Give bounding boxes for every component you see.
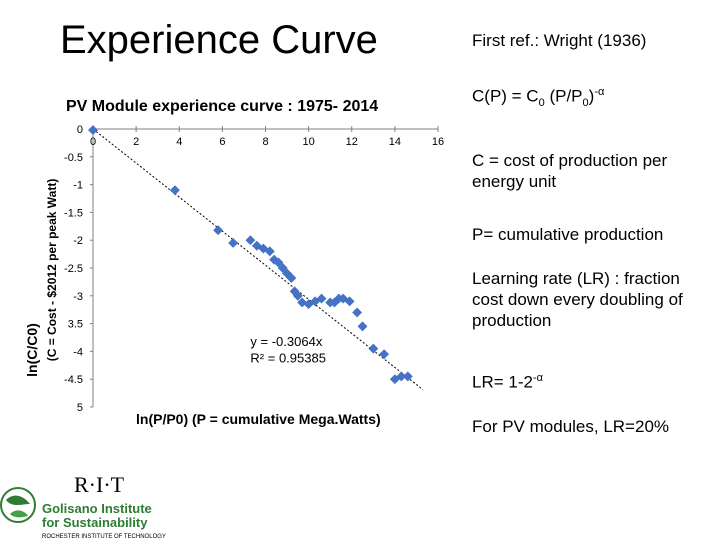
x-tick-label: 14 — [389, 136, 401, 148]
leaf-globe-icon — [0, 487, 36, 523]
data-point — [169, 185, 180, 196]
x-tick-label: 2 — [133, 136, 139, 148]
x-tick-label: 10 — [303, 136, 315, 148]
data-point — [316, 293, 327, 304]
data-point — [357, 321, 368, 332]
data-point — [245, 235, 256, 246]
y-axis-label-line2: (C = Cost - $2012 per peak Watt) — [45, 179, 59, 362]
data-point — [368, 343, 379, 354]
y-tick-label: -1 — [73, 180, 83, 192]
y-tick-label: 0 — [77, 124, 83, 136]
note-cost-definition: C = cost of production per energy unit — [472, 151, 668, 191]
trendline-equation: y = -0.3064x — [250, 334, 322, 349]
data-point — [264, 246, 275, 257]
x-tick-label: 0 — [90, 136, 96, 148]
note-first-ref: First ref.: Wright (1936) — [472, 31, 647, 50]
y-axis-label-line1: ln(C/C0) — [24, 323, 40, 377]
experience-curve-chart: PV Module experience curve : 1975- 2014 … — [24, 98, 444, 427]
data-point — [344, 296, 355, 307]
formula-cost: C(P) = C0 (P/P0)-α — [472, 86, 605, 110]
logo-line3: ROCHESTER INSTITUTE OF TECHNOLOGY — [42, 534, 166, 540]
x-axis-label: ln(P/P0) (P = cumulative Mega.Watts) — [136, 411, 381, 427]
y-tick-label: 5 — [77, 402, 83, 414]
y-tick-label: -3 — [73, 291, 83, 303]
y-tick-label: -0.5 — [64, 152, 83, 164]
plot-area: 0 2 4 6 8 10 12 14 16 0 -0.5 -1 -1.5 -2 -2.5 -3 3.5 -4 -4.… — [64, 124, 444, 414]
y-tick-label: -2.5 — [64, 263, 83, 275]
note-learning-rate: Learning rate (LR) : fraction cost down … — [472, 269, 683, 330]
y-tick-label: -2 — [73, 235, 83, 247]
formula-learning-rate: LR= 1-2-α — [472, 372, 543, 392]
note-cumulative-production: P= cumulative production — [472, 225, 664, 244]
data-point — [402, 371, 413, 382]
data-point — [228, 238, 239, 248]
y-tick-label: -4 — [73, 346, 83, 358]
data-point — [352, 307, 363, 318]
y-tick-label: -1.5 — [64, 207, 83, 219]
data-point — [379, 349, 390, 360]
data-point — [213, 225, 224, 236]
slide-title: Experience Curve — [60, 18, 378, 62]
y-tick-label: 3.5 — [68, 319, 83, 331]
x-tick-label: 8 — [262, 136, 268, 148]
logo-line1: Golisano Institute — [42, 501, 152, 516]
y-tick-label: -4.5 — [64, 374, 83, 386]
chart-title: PV Module experience curve : 1975- 2014 — [66, 98, 378, 115]
x-tick-label: 6 — [219, 136, 225, 148]
rit-wordmark: R·I·T — [74, 472, 125, 497]
data-point — [292, 290, 303, 301]
logo-line2: for Sustainability — [42, 515, 148, 530]
x-tick-label: 12 — [346, 136, 358, 148]
x-tick-label: 4 — [176, 136, 182, 148]
data-point — [88, 125, 98, 136]
data-point — [396, 371, 407, 382]
note-pv-learning-rate: For PV modules, LR=20% — [472, 417, 670, 436]
trendline-r-squared: R² = 0.95385 — [250, 351, 326, 366]
golisano-logo: R·I·T Golisano Institute for Sustainabil… — [0, 470, 200, 540]
x-tick-label: 16 — [432, 136, 444, 148]
